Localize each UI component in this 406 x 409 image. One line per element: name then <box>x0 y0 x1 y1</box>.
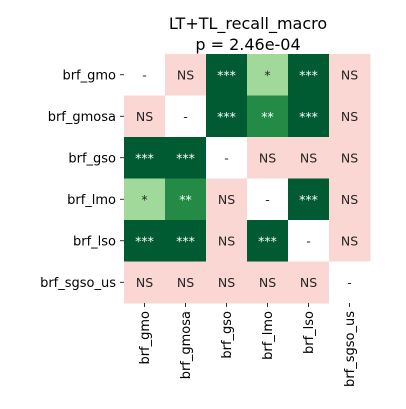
cell-label: *** <box>135 150 154 165</box>
cell-label: *** <box>258 233 277 248</box>
cell-label: NS <box>341 109 358 124</box>
row-tick-label: brf_lmo <box>67 193 116 208</box>
column-tick-label: brf_gso <box>220 311 235 359</box>
column-tick-label: brf_lmo <box>261 311 276 360</box>
cell-label: * <box>264 67 270 82</box>
heatmap-cell <box>329 95 371 138</box>
heatmap-cell <box>124 220 166 262</box>
cell-label: * <box>141 192 147 207</box>
column-tick-label: brf_gmosa <box>179 311 194 379</box>
column-tick-label: brf_lso <box>302 311 317 354</box>
heatmap-cell <box>288 220 330 262</box>
heatmap-cell <box>165 178 207 221</box>
heatmap-cell <box>206 220 248 262</box>
heatmap-cell <box>206 137 248 179</box>
cell-label: NS <box>218 275 235 290</box>
cell-label: NS <box>341 192 358 207</box>
row-tick-label: brf_gmosa <box>48 110 116 125</box>
heatmap-cell <box>247 137 289 179</box>
cell-label: NS <box>341 150 358 165</box>
cell-label: NS <box>341 67 358 82</box>
heatmap-cell <box>288 261 330 304</box>
heatmap-cell <box>329 178 371 221</box>
cell-label: NS <box>136 109 153 124</box>
cell-label: NS <box>136 275 153 290</box>
heatmap-cell <box>124 95 166 138</box>
cell-label: NS <box>218 233 235 248</box>
heatmap-cell <box>329 137 371 179</box>
cell-label: - <box>224 150 229 165</box>
column-tick-label: brf_sgso_us <box>343 311 358 387</box>
heatmap-cell <box>165 261 207 304</box>
cell-label: - <box>306 233 311 248</box>
cell-label: NS <box>218 192 235 207</box>
chart-title: LT+TL_recall_macro <box>169 14 327 34</box>
cell-label: - <box>142 67 147 82</box>
cell-label: - <box>183 109 188 124</box>
column-tick-labels: brf_gmo brf_gmosa brf_gso brf_lmo brf_lso brf… <box>138 303 358 387</box>
heatmap-cell <box>124 261 166 304</box>
cell-label: *** <box>217 109 236 124</box>
heatmap-cell <box>206 54 248 96</box>
heatmap-cell <box>247 178 289 221</box>
column-tick-label: brf_gmo <box>138 311 153 365</box>
heatmap-cell <box>206 261 248 304</box>
cell-label: - <box>347 275 352 290</box>
heatmap-cell <box>124 54 166 96</box>
cell-label: NS <box>300 150 317 165</box>
heatmap-cell <box>165 137 207 179</box>
heatmap-cell <box>206 178 248 221</box>
heatmap-cell <box>288 137 330 179</box>
row-tick-label: brf_sgso_us <box>40 276 116 291</box>
cell-label: *** <box>176 150 195 165</box>
heatmap-cell <box>124 178 166 221</box>
heatmap-cell <box>329 261 371 304</box>
heatmap-cell <box>288 95 330 138</box>
cell-label: NS <box>259 150 276 165</box>
row-tick-label: brf_gso <box>68 151 116 166</box>
heatmap-cell <box>165 95 207 138</box>
heatmap-cell <box>288 178 330 221</box>
heatmap-cell <box>247 261 289 304</box>
heatmap-cell <box>247 220 289 262</box>
cell-label: *** <box>176 233 195 248</box>
cell-label: NS <box>259 275 276 290</box>
heatmap-cell <box>329 220 371 262</box>
cell-label: - <box>265 192 270 207</box>
cell-label: NS <box>177 275 194 290</box>
cell-label: ** <box>261 109 274 124</box>
row-tick-label: brf_gmo <box>62 68 116 83</box>
heatmap-cell <box>329 54 371 96</box>
heatmap-cell <box>165 220 207 262</box>
cell-label: NS <box>177 67 194 82</box>
cell-label: ** <box>179 192 192 207</box>
heatmap-cell <box>165 54 207 96</box>
heatmap-cell <box>288 54 330 96</box>
cell-label: *** <box>135 233 154 248</box>
heatmap-cell <box>247 95 289 138</box>
row-tick-labels: brf_gmo brf_gmosa brf_gso brf_lmo brf_lsobrf… <box>40 68 124 291</box>
row-tick-label: brf_lso <box>73 234 116 249</box>
cell-label: *** <box>299 67 318 82</box>
chart-subtitle: p = 2.46e-04 <box>195 35 300 54</box>
cell-label: *** <box>299 192 318 207</box>
cell-label: *** <box>217 67 236 82</box>
heatmap-cell <box>124 137 166 179</box>
cell-label: NS <box>341 233 358 248</box>
heatmap-cell <box>206 95 248 138</box>
cell-label: NS <box>300 275 317 290</box>
heatmap-cell <box>247 54 289 96</box>
cell-label: *** <box>299 109 318 124</box>
